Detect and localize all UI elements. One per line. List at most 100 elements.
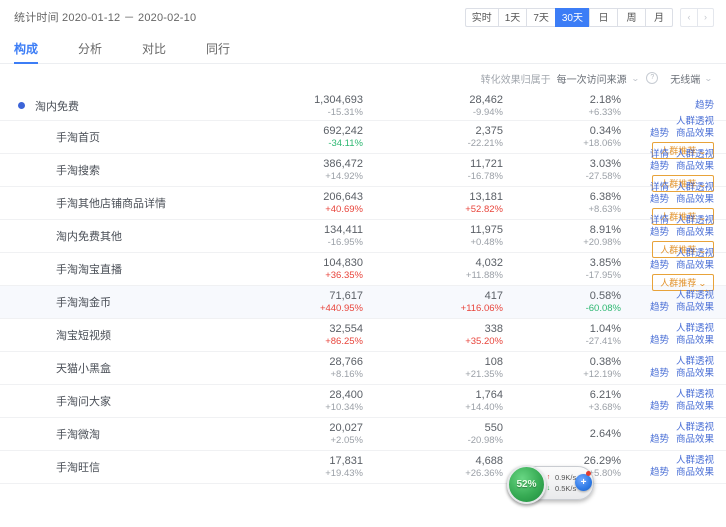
action-link-trend[interactable]: 趋势 xyxy=(649,467,669,478)
action-link-crowd-insight[interactable]: 人群透视 xyxy=(675,181,714,193)
action-link-crowd-insight[interactable]: 人群透视 xyxy=(675,290,714,301)
table-row[interactable]: 手淘淘宝直播 104,830 +36.35% 4,032 +11.88% 3.85% -17… xyxy=(0,248,726,291)
action-link-crowd-insight[interactable]: 人群透视 xyxy=(675,214,714,226)
action-link-trend[interactable]: 趋势 xyxy=(649,434,669,445)
prev-period-button[interactable]: ‹ xyxy=(680,7,697,27)
range-button-2[interactable]: 7天 xyxy=(526,7,555,27)
row-name-cell: 手淘问大家 xyxy=(0,393,238,409)
tab-2[interactable]: 对比 xyxy=(142,42,167,56)
action-link-product-effect[interactable]: 商品效果 xyxy=(675,193,714,205)
range-button-0[interactable]: 实时 xyxy=(464,7,498,27)
table-row[interactable]: 手淘其他店铺商品详情 206,643 +40.69% 13,181 +52.82% 6.3… xyxy=(0,182,726,225)
action-link-product-effect[interactable]: 商品效果 xyxy=(675,401,714,412)
range-button-3[interactable]: 30天 xyxy=(554,7,589,27)
action-link-trend[interactable]: 趋势 xyxy=(649,302,669,313)
metric-delta: -20.98% xyxy=(467,434,503,446)
action-link-trend[interactable]: 趋势 xyxy=(649,401,669,412)
action-link-trend[interactable]: 趋势 xyxy=(649,226,669,238)
row-name-label: 手淘旺信 xyxy=(56,462,100,474)
range-button-4[interactable]: 日 xyxy=(589,7,617,27)
action-link-product-effect[interactable]: 商品效果 xyxy=(675,368,714,379)
tab-1[interactable]: 分析 xyxy=(78,42,103,56)
crowd-recommend-button[interactable]: 人群推荐 ⌄ xyxy=(652,141,714,159)
action-link-crowd-insight[interactable]: 人群透视 xyxy=(675,148,714,160)
table-row[interactable]: 手淘首页 692,242 -34.11% 2,375 -22.21% 0.34% +18.0… xyxy=(0,116,726,159)
upload-speed-value: 0.9K/s xyxy=(555,473,577,482)
stat-time-label: 统计时间 2020-01-12 － 2020-02-10 xyxy=(14,12,197,24)
action-link-row-2: 趋势 商品效果 xyxy=(643,194,714,206)
action-link-product-effect[interactable]: 商品效果 xyxy=(675,302,714,313)
crowd-recommend-button[interactable]: 人群推荐 ⌄ xyxy=(652,207,714,225)
crowd-recommend-button[interactable]: 人群推荐 ⌄ xyxy=(652,273,714,291)
metric-delta: +20.98% xyxy=(583,236,621,248)
metric-delta: +19.43% xyxy=(325,467,363,479)
table-row[interactable]: 手淘旺信 17,831 +19.43% 4,688 +26.36% 26.29% +5.80… xyxy=(0,451,726,484)
action-links: 人群透视 趋势 商品效果 xyxy=(621,356,714,380)
metric-delta: +440.95% xyxy=(319,302,363,314)
action-link-detail[interactable]: 详情 xyxy=(649,181,669,193)
metric-delta: +10.34% xyxy=(325,401,363,413)
action-link-trend[interactable]: 趋势 xyxy=(649,335,669,346)
metric-value: 71,617 xyxy=(329,289,363,302)
metric-value: 8.91% xyxy=(589,223,621,236)
action-link-row-1: 人群透视 xyxy=(669,455,714,467)
metric-delta: +116.06% xyxy=(460,302,503,314)
add-shortcut-icon[interactable]: + xyxy=(575,474,592,491)
action-link-crowd-insight[interactable]: 人群透视 xyxy=(675,389,714,400)
table-row[interactable]: 手淘搜索 386,472 +14.92% 11,721 -16.78% 3.03% -27.… xyxy=(0,149,726,192)
range-button-5[interactable]: 周 xyxy=(617,7,645,27)
action-link-product-effect[interactable]: 商品效果 xyxy=(675,127,714,139)
tab-3[interactable]: 同行 xyxy=(206,42,231,56)
metric-cell-2: 417 +116.06% xyxy=(363,290,503,315)
tab-0[interactable]: 构成 xyxy=(14,40,39,64)
action-link-trend[interactable]: 趋势 xyxy=(694,100,714,111)
metric-value: 1,304,693 xyxy=(314,93,363,106)
action-link-crowd-insight[interactable]: 人群透视 xyxy=(675,422,714,433)
action-link-crowd-insight[interactable]: 人群透视 xyxy=(675,455,714,466)
action-link-crowd-insight[interactable]: 人群透视 xyxy=(675,247,714,259)
range-button-6[interactable]: 月 xyxy=(645,7,673,27)
next-period-button[interactable]: › xyxy=(697,7,714,27)
table-row[interactable]: 手淘微淘 20,027 +2.05% 550 -20.98% 2.64% 人群透视 趋势 商品效… xyxy=(0,418,726,451)
action-link-product-effect[interactable]: 商品效果 xyxy=(675,434,714,445)
notification-dot-icon xyxy=(586,471,591,476)
action-links: 人群透视 趋势 商品效果 xyxy=(621,290,714,314)
table-row[interactable]: 天猫小黑盒 28,766 +8.16% 108 +21.35% 0.38% +12.19% 人… xyxy=(0,352,726,385)
metric-cell-3: 0.58% -60.08% xyxy=(503,290,621,315)
table-row[interactable]: 淘内免费 1,304,693 -15.31% 28,462 -9.94% 2.18% +6.… xyxy=(0,92,726,121)
network-speed-widget[interactable]: 52% ↑ 0.9K/s ↓ 0.5K/s + xyxy=(507,465,594,504)
action-link-trend[interactable]: 趋势 xyxy=(649,259,669,271)
action-link-row-1: 人群透视 xyxy=(669,248,714,260)
metric-value: 3.03% xyxy=(589,157,621,170)
action-link-product-effect[interactable]: 商品效果 xyxy=(675,467,714,478)
action-link-trend[interactable]: 趋势 xyxy=(649,368,669,379)
action-link-trend[interactable]: 趋势 xyxy=(649,127,669,139)
action-link-trend[interactable]: 趋势 xyxy=(649,193,669,205)
action-link-detail[interactable]: 详情 xyxy=(649,214,669,226)
action-link-product-effect[interactable]: 商品效果 xyxy=(675,160,714,172)
action-link-detail[interactable]: 详情 xyxy=(649,148,669,160)
crowd-recommend-button[interactable]: 人群推荐 ⌄ xyxy=(652,174,714,192)
action-link-product-effect[interactable]: 商品效果 xyxy=(675,226,714,238)
row-actions-cell: 人群透视 趋势 商品效果 xyxy=(621,455,726,479)
action-link-product-effect[interactable]: 商品效果 xyxy=(675,259,714,271)
terminal-select[interactable]: 无线端 ⌄ xyxy=(670,71,713,86)
metric-delta: +40.69% xyxy=(325,203,363,215)
action-link-crowd-insight[interactable]: 人群透视 xyxy=(675,356,714,367)
metric-delta: -34.11% xyxy=(328,137,363,149)
table-row[interactable]: 淘内免费其他 134,411 -16.95% 11,975 +0.48% 8.91% +20… xyxy=(0,215,726,258)
crowd-recommend-button[interactable]: 人群推荐 ⌄ xyxy=(652,240,714,258)
metric-cell-1: 386,472 +14.92% xyxy=(238,158,363,183)
table-row[interactable]: 手淘问大家 28,400 +10.34% 1,764 +14.40% 6.21% +3.68… xyxy=(0,385,726,418)
question-circle-icon[interactable]: ? xyxy=(646,72,659,84)
attribution-select[interactable]: 每一次访问来源 ⌄ xyxy=(557,71,640,86)
metric-value: 108 xyxy=(484,355,503,368)
action-link-crowd-insight[interactable]: 人群透视 xyxy=(675,323,714,334)
metric-value: 28,766 xyxy=(329,355,363,368)
action-link-crowd-insight[interactable]: 人群透视 xyxy=(675,115,714,127)
range-button-1[interactable]: 1天 xyxy=(497,7,527,27)
action-link-product-effect[interactable]: 商品效果 xyxy=(675,335,714,346)
action-link-trend[interactable]: 趋势 xyxy=(649,160,669,172)
table-row[interactable]: 手淘淘金币 71,617 +440.95% 417 +116.06% 0.58% -60.0… xyxy=(0,286,726,319)
table-row[interactable]: 淘宝短视频 32,554 +86.25% 338 +35.20% 1.04% -27.41%… xyxy=(0,319,726,352)
